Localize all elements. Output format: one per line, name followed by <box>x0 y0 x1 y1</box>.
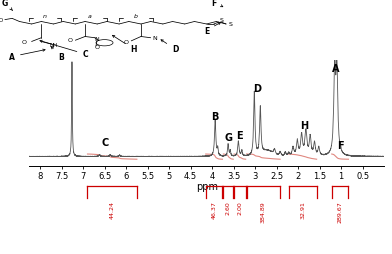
Text: B: B <box>211 111 219 121</box>
Text: O: O <box>0 18 4 23</box>
Text: C: C <box>40 41 88 59</box>
Text: F: F <box>338 140 344 150</box>
Text: D: D <box>161 41 178 54</box>
Text: B: B <box>51 47 64 62</box>
Text: E: E <box>236 130 243 140</box>
Text: 46.37: 46.37 <box>212 200 217 218</box>
Text: 384.89: 384.89 <box>261 200 266 222</box>
Text: 2.60: 2.60 <box>226 200 231 214</box>
Text: O: O <box>22 40 27 44</box>
Text: 44.24: 44.24 <box>110 200 115 218</box>
Text: NH: NH <box>49 43 58 48</box>
Text: S: S <box>229 22 233 26</box>
Text: E: E <box>204 24 220 36</box>
Text: 32.91: 32.91 <box>300 200 305 218</box>
Text: O: O <box>95 44 100 50</box>
Text: a: a <box>88 14 92 19</box>
Text: G: G <box>2 0 13 12</box>
Text: 2.00: 2.00 <box>238 200 242 214</box>
Text: H: H <box>113 36 137 54</box>
Text: n: n <box>43 14 47 19</box>
Text: A: A <box>332 64 339 74</box>
Text: O: O <box>124 40 129 44</box>
Text: O: O <box>68 38 73 43</box>
Text: H: H <box>301 121 309 131</box>
Text: C: C <box>102 138 109 148</box>
X-axis label: ppm: ppm <box>196 182 218 192</box>
Text: b: b <box>134 14 138 19</box>
Text: 289.67: 289.67 <box>338 200 343 222</box>
Text: D: D <box>253 84 261 94</box>
Text: A: A <box>9 50 45 62</box>
Text: F: F <box>211 0 223 8</box>
Text: G: G <box>224 132 232 142</box>
Text: S: S <box>219 18 223 23</box>
Text: N: N <box>152 36 157 41</box>
Text: N: N <box>95 37 100 41</box>
